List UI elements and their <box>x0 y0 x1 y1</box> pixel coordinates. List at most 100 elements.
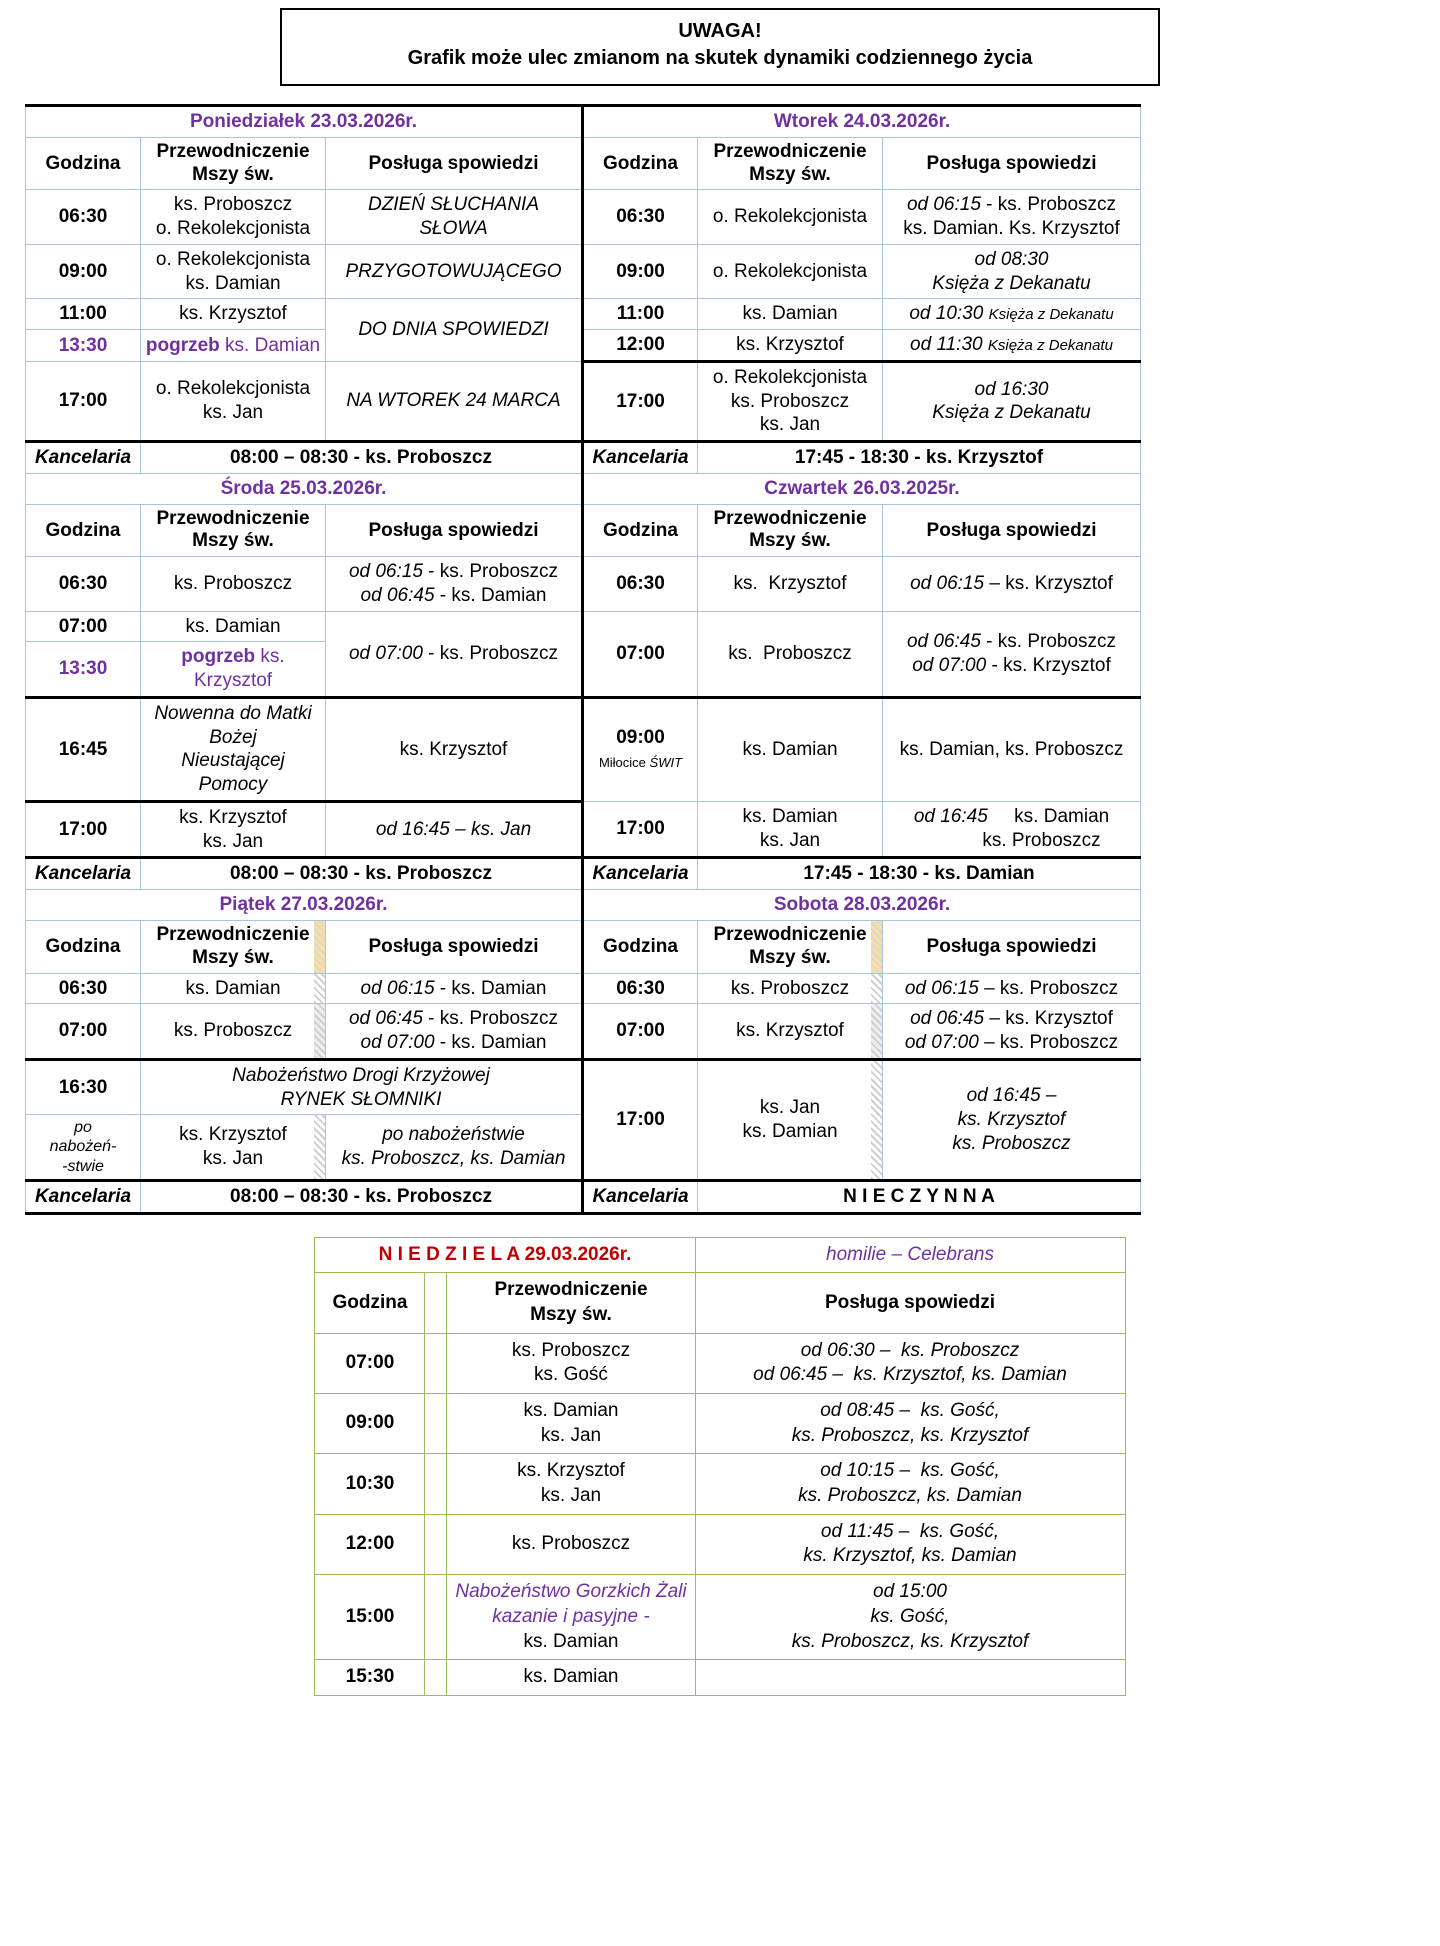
mass-cell: o. Rekolekcjonista ks. Damian <box>140 243 326 300</box>
time-cell: 07:00 <box>581 610 698 698</box>
mass-cell: ks. Krzysztof ks. Jan <box>140 799 326 859</box>
time-cell: 10:30 <box>314 1453 426 1515</box>
confession-cell: po nabożeństwie ks. Proboszcz, ks. Damian <box>325 1114 583 1181</box>
confession-cell <box>694 1659 1126 1696</box>
mass-cell: Nabożeństwo Gorzkich Żali kazanie i pasyj… <box>446 1574 696 1661</box>
time-cell: 06:30 <box>581 189 698 245</box>
table-row: 16:30 Nabożeństwo Drogi Krzyżowej RYNEK S… <box>25 1057 1142 1181</box>
notice-banner: UWAGA! Grafik może ulec zmianom na skute… <box>280 8 1160 86</box>
time-sublabel: Miłocice ŚWIT <box>598 754 683 770</box>
time-cell: 06:30 <box>25 972 141 1005</box>
col-header-mass-sun: Przewodniczenie Mszy św. <box>446 1272 696 1334</box>
confession-cell: od 10:15 – ks. Gość, ks. Proboszcz, ks. D… <box>694 1453 1126 1515</box>
table-row: 16:45 Nowenna do Matki Bożej Nieustającej… <box>25 695 1142 802</box>
table-row: 13:30 pogrzeb ks. Damian 12:00 ks. Krzys… <box>25 329 1142 362</box>
time-cell: 09:00 Miłocice ŚWIT <box>581 695 698 802</box>
kancelaria-row: Kancelaria 08:00 – 08:30 - ks. Proboszcz… <box>25 1178 1142 1215</box>
time-cell: 07:00 <box>25 1003 141 1060</box>
mass-cell: ks. Krzysztof ks. Jan <box>140 1114 326 1181</box>
col-header-mass-fri: Przewodniczenie Mszy św. <box>140 919 326 974</box>
mass-cell: ks. Damian <box>140 972 326 1005</box>
confession-cell: od 11:30 Księża z Dekanatu <box>881 329 1142 362</box>
time-cell: po nabożeń- -stwie <box>25 1114 141 1181</box>
col-header-godzina-fri: Godzina <box>25 919 141 974</box>
kancelaria-value-wednesday: 08:00 – 08:30 - ks. Proboszcz <box>140 856 583 891</box>
column-header-row-1: Godzina Przewodniczenie Mszy św. Posługa… <box>25 136 1142 191</box>
col-header-mass-line1: Przewodniczenie <box>494 1279 648 1301</box>
hatched-divider <box>314 1115 325 1179</box>
time-cell: 12:00 <box>314 1513 426 1576</box>
col-header-mass-line2: Mszy św. <box>192 163 274 185</box>
col-header-mass-line2: Mszy św. <box>530 1303 612 1325</box>
time-cell: 13:30 <box>25 641 141 698</box>
kancelaria-label: Kancelaria <box>25 1178 141 1215</box>
col-header-godzina-sat: Godzina <box>581 919 698 974</box>
table-row: 09:00 o. Rekolekcjonista ks. Damian PRZYG… <box>25 243 1142 300</box>
table-row: 09:00 ks. Damian ks. Jan od 08:45 – ks. G… <box>314 1393 1126 1455</box>
day-title-thursday: Czwartek 26.03.2025r. <box>580 472 1142 505</box>
time-cell: 06:30 <box>25 556 141 612</box>
confession-cell: od 06:45 - ks. Proboszcz od 07:00 - ks. K… <box>881 610 1142 698</box>
kancelaria-label: Kancelaria <box>25 856 141 891</box>
kancelaria-value-monday: 08:00 – 08:30 - ks. Proboszcz <box>140 440 583 474</box>
mass-cell: pogrzeb ks. Damian <box>140 329 326 362</box>
kancelaria-label: Kancelaria <box>581 440 698 474</box>
confession-cell: od 06:45 – ks. Krzysztof od 07:00 – ks. P… <box>881 1003 1142 1060</box>
confession-cell: od 07:00 - ks. Proboszcz <box>325 610 583 698</box>
time-cell: 09:00 <box>25 243 141 300</box>
table-row: 15:30 ks. Damian <box>314 1659 1126 1696</box>
confession-cell: od 06:15 - ks. Damian <box>325 972 583 1005</box>
col-header-mass-thu: Przewodniczenie Mszy św. <box>697 503 883 558</box>
row-spacer <box>424 1513 448 1576</box>
devotion-label: Nabożeństwo Gorzkich Żali kazanie i pasyj… <box>455 1581 687 1627</box>
day-title-friday: Piątek 27.03.2026r. <box>25 889 583 921</box>
mass-cell: ks. Proboszcz ks. Gość <box>446 1332 696 1395</box>
mass-cell: ks. Proboszcz <box>697 610 883 698</box>
col-header-mass-line1: Przewodniczenie <box>156 507 310 529</box>
table-row: 06:30 ks. Proboszcz od 06:15 - ks. Probo… <box>25 556 1142 612</box>
mass-cell: ks. Proboszcz o. Rekolekcjonista <box>140 189 326 245</box>
row-spacer <box>424 1332 448 1395</box>
col-header-mass-line1: Przewodniczenie <box>156 140 310 162</box>
confession-cell: od 16:45 – ks. Jan <box>325 799 583 859</box>
col-header-mass-mon: Przewodniczenie Mszy św. <box>140 136 326 191</box>
col-header-mass-line2: Mszy św. <box>749 163 831 185</box>
confession-cell: DO DNIA SPOWIEDZI <box>325 298 583 362</box>
col-header-godzina-thu: Godzina <box>581 503 698 558</box>
confession-cell: ks. Damian, ks. Proboszcz <box>881 695 1142 802</box>
table-row: 17:00 o. Rekolekcjonista ks. Jan NA WTORE… <box>25 359 1142 443</box>
mass-cell: ks. Damian ks. Jan <box>446 1393 696 1455</box>
mass-cell: ks. Damian <box>140 610 326 643</box>
row-spacer <box>424 1393 448 1455</box>
column-header-row-3: Godzina Przewodniczenie Mszy św. Posługa… <box>25 919 1142 974</box>
time-cell: 06:30 <box>581 972 698 1005</box>
notice-banner-wrapper: UWAGA! Grafik może ulec zmianom na skute… <box>0 8 1440 86</box>
confession-cell: od 06:15 - ks. Proboszcz od 06:45 - ks. D… <box>325 556 583 612</box>
table-row: 13:30 pogrzeb ks. Krzysztof <box>25 641 1141 698</box>
col-header-godzina-tue: Godzina <box>581 136 698 191</box>
hatched-divider <box>871 973 882 1004</box>
row-spacer <box>424 1453 448 1515</box>
time-cell: 17:00 <box>25 799 141 859</box>
col-header-godzina-sun: Godzina <box>314 1272 426 1334</box>
time-cell: 16:45 <box>25 695 141 802</box>
kancelaria-value-thursday: 17:45 - 18:30 - ks. Damian <box>696 856 1142 891</box>
time-cell: 15:00 <box>314 1574 426 1661</box>
table-row: 12:00 ks. Proboszcz od 11:45 – ks. Gość,… <box>314 1513 1126 1576</box>
confession-cell: od 06:45 - ks. Proboszcz od 07:00 - ks. D… <box>325 1003 583 1060</box>
kancelaria-label: Kancelaria <box>25 440 141 474</box>
time-cell: 17:00 <box>581 359 698 443</box>
time-cell: 07:00 <box>314 1332 426 1395</box>
hatched-divider <box>871 1004 882 1058</box>
col-header-godzina-wed: Godzina <box>25 503 141 558</box>
time-cell: 16:30 <box>25 1057 141 1116</box>
mass-cell: o. Rekolekcjonista ks. Jan <box>140 360 326 443</box>
notice-line-1: UWAGA! <box>678 20 762 42</box>
weekday-schedule-table: Poniedziałek 23.03.2026r. Wtorek 24.03.2… <box>25 104 1142 1215</box>
col-header-mass-line2: Mszy św. <box>749 946 831 968</box>
confession-cell: od 08:30 Księża z Dekanatu <box>881 243 1142 300</box>
col-header-mass-line1: Przewodniczenie <box>713 923 867 945</box>
mass-cell: o. Rekolekcjonista <box>697 243 883 300</box>
mass-cell: ks. Krzysztof <box>697 1003 883 1060</box>
